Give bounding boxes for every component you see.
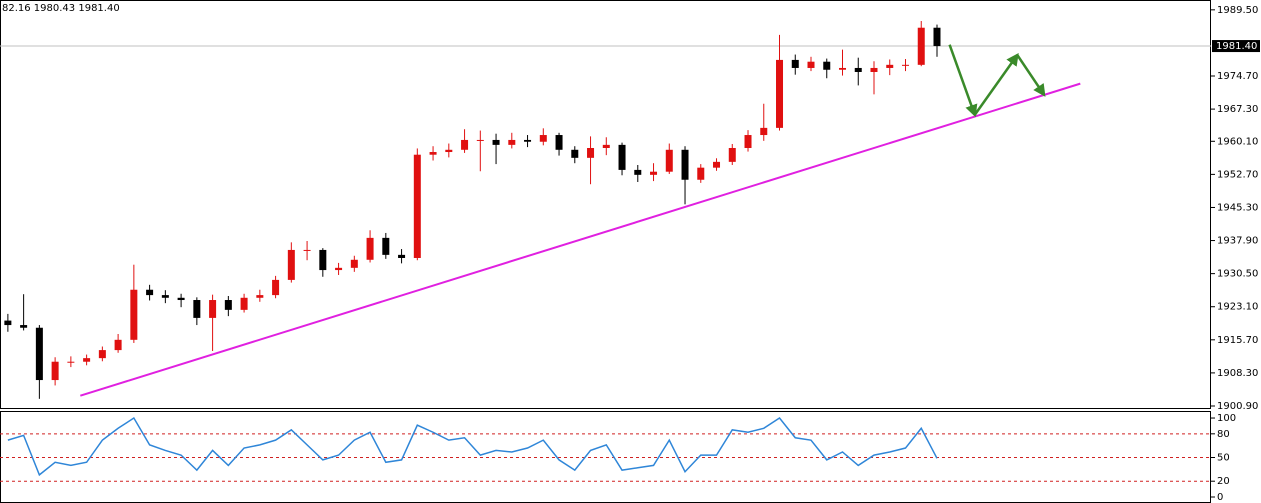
- projection-arrow: [973, 52, 1019, 116]
- y-tick-label: 80: [1217, 429, 1230, 440]
- candle-body: [508, 139, 516, 145]
- candle-body: [413, 154, 421, 258]
- candle-body: [429, 152, 437, 155]
- candle-body: [933, 27, 941, 47]
- candle-body: [240, 297, 248, 310]
- rsi-panel: [0, 411, 1211, 503]
- last-price-label: 1981.40: [1216, 41, 1257, 52]
- y-tick-label: 1989.50: [1217, 5, 1258, 16]
- y-tick-label: 1974.70: [1217, 71, 1258, 82]
- y-tick-label: 50: [1217, 453, 1230, 464]
- candle-body: [854, 67, 862, 72]
- candle-body: [114, 339, 122, 351]
- candle-body: [901, 64, 909, 66]
- y-tick-label: 1900.90: [1217, 401, 1258, 412]
- candle-body: [602, 144, 610, 148]
- candle-body: [744, 135, 752, 148]
- main-panel: [0, 0, 1211, 409]
- candle-body: [650, 171, 658, 175]
- candle-body: [83, 358, 91, 362]
- candle-body: [571, 149, 579, 158]
- candle-body: [713, 161, 721, 168]
- projection-arrow: [948, 44, 978, 118]
- candle-body: [791, 59, 799, 68]
- candle-body: [161, 295, 169, 298]
- trendline: [80, 82, 1081, 397]
- candle-body: [681, 149, 689, 180]
- candle-body: [319, 249, 327, 271]
- candle-body: [350, 259, 358, 268]
- candle-body: [4, 320, 12, 326]
- candle-body: [524, 139, 532, 142]
- y-tick-label: 100: [1217, 413, 1236, 424]
- candle-body: [67, 361, 75, 363]
- candle-body: [256, 295, 264, 298]
- candle-body: [209, 300, 217, 318]
- y-tick-label: 1930.50: [1217, 269, 1258, 280]
- candle-body: [445, 149, 453, 153]
- candle-body: [728, 147, 736, 162]
- y-tick-label: 20: [1217, 476, 1230, 487]
- candle-body: [287, 249, 295, 280]
- candle-body: [839, 67, 847, 70]
- candle-body: [51, 361, 59, 381]
- y-tick-label: 1923.10: [1217, 302, 1258, 313]
- candle-body: [917, 27, 925, 65]
- rsi-line: [7, 416, 938, 477]
- candle-body: [20, 325, 28, 328]
- header-text: 82.16 1980.43 1981.40: [2, 3, 120, 14]
- candle-body: [634, 169, 642, 175]
- y-tick-label: 1908.30: [1217, 368, 1258, 379]
- candle-body: [461, 139, 469, 150]
- candle-body: [303, 249, 311, 251]
- candle-body: [555, 135, 563, 150]
- candle-body: [665, 149, 673, 172]
- candle-body: [587, 147, 595, 158]
- candle-body: [807, 61, 815, 68]
- y-tick-label: 1937.90: [1217, 236, 1258, 247]
- y-tick-label: 1960.10: [1217, 136, 1258, 147]
- candle-body: [224, 300, 232, 310]
- candle-body: [823, 61, 831, 70]
- candle-body: [886, 64, 894, 68]
- y-tick-label: 1967.30: [1217, 104, 1258, 115]
- candle-body: [272, 279, 280, 296]
- candle-body: [177, 297, 185, 301]
- candle-body: [760, 127, 768, 136]
- candle-body: [382, 237, 390, 255]
- projection-arrow: [1016, 54, 1046, 97]
- y-tick-label: 1952.70: [1217, 169, 1258, 180]
- candle-body: [193, 300, 201, 318]
- candle-body: [35, 327, 43, 381]
- candle-body: [398, 254, 406, 258]
- candle-body: [366, 237, 374, 260]
- candle-body: [697, 167, 705, 180]
- y-tick-label: 1945.30: [1217, 202, 1258, 213]
- candle-body: [476, 139, 484, 141]
- candle-body: [870, 67, 878, 72]
- candle-body: [492, 139, 500, 145]
- candle-body: [130, 289, 138, 340]
- candle-body: [618, 144, 626, 170]
- candle-body: [335, 267, 343, 271]
- y-tick-label: 1915.70: [1217, 335, 1258, 346]
- candle-body: [776, 59, 784, 128]
- candle-body: [539, 135, 547, 142]
- candle-body: [146, 289, 154, 296]
- last-price-box: [1212, 40, 1260, 53]
- candle-body: [98, 350, 106, 359]
- y-tick-label: 0: [1217, 492, 1223, 503]
